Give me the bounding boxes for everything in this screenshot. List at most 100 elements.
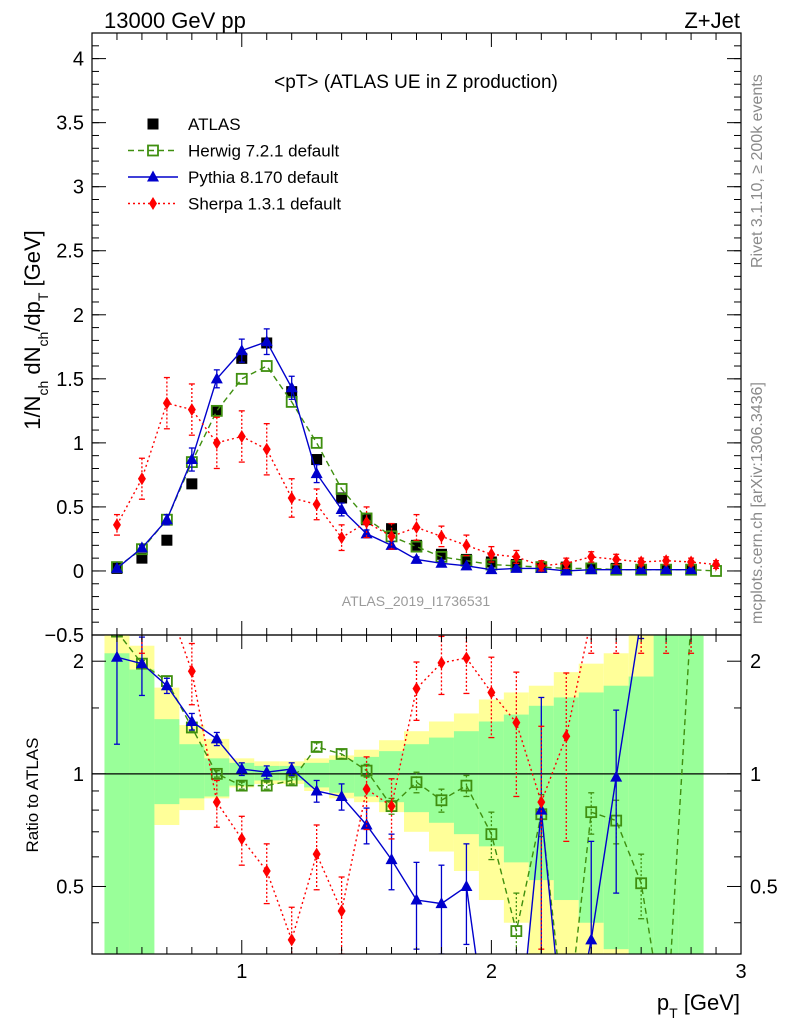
pythia-data-point (310, 784, 323, 796)
atlas-data-point (161, 534, 173, 546)
main-plot-panel: −0.5 0 0.5 1 1.5 2 2.5 3 3.5 4 <pT> (ATLAS UE in … (20, 32, 742, 647)
sherpa-data-point (163, 594, 171, 607)
atlas-data-point (435, 548, 447, 560)
atlas-data-point (136, 552, 148, 564)
pythia-data-point (185, 715, 198, 727)
herwig-data-point (335, 483, 348, 495)
pythia-data-point (410, 552, 423, 564)
sherpa-data-point (137, 472, 146, 486)
y-tick-label-right: 1 (750, 764, 761, 786)
pythia-data-point (110, 561, 123, 573)
ratio-plot-axes: 0.5 1 2 0.5 1 2 1 2 3 (56, 634, 778, 983)
mcplots-label: mcplots.cern.ch [arXiv:1306.3436] (749, 382, 766, 624)
sherpa-data-point (387, 799, 396, 813)
x-axis-label: pT [GeV] (657, 990, 740, 1021)
pythia-data-point (585, 933, 598, 945)
pythia-data-point (535, 803, 548, 815)
sherpa-data-point (687, 612, 695, 625)
pythia-data-point (435, 897, 448, 909)
pythia-series-line (116, 340, 692, 572)
herwig-data-point (310, 741, 323, 753)
x-tick-label: 2 (486, 961, 497, 983)
sherpa-data-point (437, 529, 446, 543)
sherpa-data-point (362, 782, 371, 796)
sherpa-data-point (312, 847, 321, 861)
pythia-data-point (585, 563, 598, 575)
pythia-data-point (660, 563, 673, 575)
legend-marker-atlas (147, 118, 159, 130)
legend-marker-herwig (147, 144, 159, 157)
pythia-data-point (485, 563, 498, 575)
sherpa-data-point (113, 594, 121, 607)
sherpa-data-point (187, 403, 196, 417)
y-tick-label: 2 (73, 305, 84, 327)
y-tick-label: 1 (73, 433, 84, 455)
y-tick-label: 0.5 (56, 876, 84, 898)
sherpa-data-point (487, 685, 496, 699)
stat-band-bin (154, 719, 180, 805)
pythia-data-point (160, 679, 173, 691)
ratio-plot-panel: 0.5 1 2 0.5 1 2 1 2 3 Ratio to ATLAS pT [GeV] (23, 594, 778, 1021)
sherpa-data-point (138, 612, 146, 625)
sherpa-data-point (562, 729, 571, 743)
sherpa-data-point (362, 515, 371, 529)
sherpa-data-point (537, 795, 546, 809)
sherpa-data-point (337, 904, 346, 918)
pythia-data-point (235, 762, 248, 774)
y-tick-label-right: 2 (750, 651, 761, 673)
y-tick-label: 0.5 (56, 497, 84, 519)
stat-band-bin (653, 635, 679, 954)
pythia-data-point (610, 563, 623, 575)
pythia-data-point (185, 453, 198, 465)
herwig-data-point (310, 436, 323, 449)
sherpa-data-point (162, 396, 171, 410)
y-tick-label: 4 (73, 49, 84, 71)
pythia-data-point (210, 732, 223, 744)
herwig-data-point (460, 779, 473, 792)
pythia-data-point (335, 789, 348, 801)
sherpa-data-point (512, 716, 521, 730)
herwig-data-point (210, 404, 223, 417)
sherpa-data-point (562, 556, 571, 570)
herwig-data-point (235, 372, 248, 385)
herwig-data-point (510, 925, 523, 937)
pythia-data-point (610, 770, 623, 782)
y-tick-label: 0 (73, 561, 84, 583)
stat-band-bin (179, 744, 205, 799)
rivet-label: Rivet 3.1.10, ≥ 200k events (749, 74, 766, 268)
x-tick-label: 1 (236, 961, 247, 983)
sherpa-data-point (337, 531, 346, 545)
pythia-series-line (116, 635, 640, 954)
sherpa-data-point (712, 558, 721, 572)
analysis-label: ATLAS_2019_I1736531 (342, 593, 491, 609)
sherpa-data-point (612, 552, 621, 566)
sherpa-data-point (512, 550, 521, 564)
legend-entry-pythia: Pythia 8.170 default (188, 168, 339, 187)
sherpa-data-point (462, 651, 471, 665)
sherpa-data-point (537, 559, 546, 573)
herwig-data-point (235, 779, 248, 792)
y-tick-label: 3 (73, 177, 84, 199)
pythia-data-point (560, 564, 573, 576)
main-plot-axes: −0.5 0 0.5 1 1.5 2 2.5 3 3.5 4 (45, 32, 742, 647)
pythia-data-point (110, 650, 123, 662)
y-tick-label: −0.5 (45, 625, 84, 647)
pythia-data-point (635, 612, 647, 623)
sherpa-data-point (412, 520, 421, 534)
y-tick-label: 1.5 (56, 369, 84, 391)
pythia-data-point (235, 344, 248, 356)
atlas-data-point (186, 478, 198, 490)
pythia-data-point (510, 561, 523, 573)
pythia-data-point (285, 762, 298, 774)
herwig-data-point (635, 877, 648, 890)
ratio-y-axis-label: Ratio to ATLAS (23, 738, 42, 853)
pythia-data-point (460, 879, 473, 891)
stat-band-bin (129, 669, 155, 954)
y-tick-label-right: 0.5 (750, 876, 778, 898)
sherpa-data-point (237, 429, 246, 443)
herwig-data-point (686, 614, 696, 624)
pythia-data-point (310, 467, 323, 479)
pythia-data-point (260, 335, 273, 347)
sherpa-data-point (662, 612, 670, 625)
